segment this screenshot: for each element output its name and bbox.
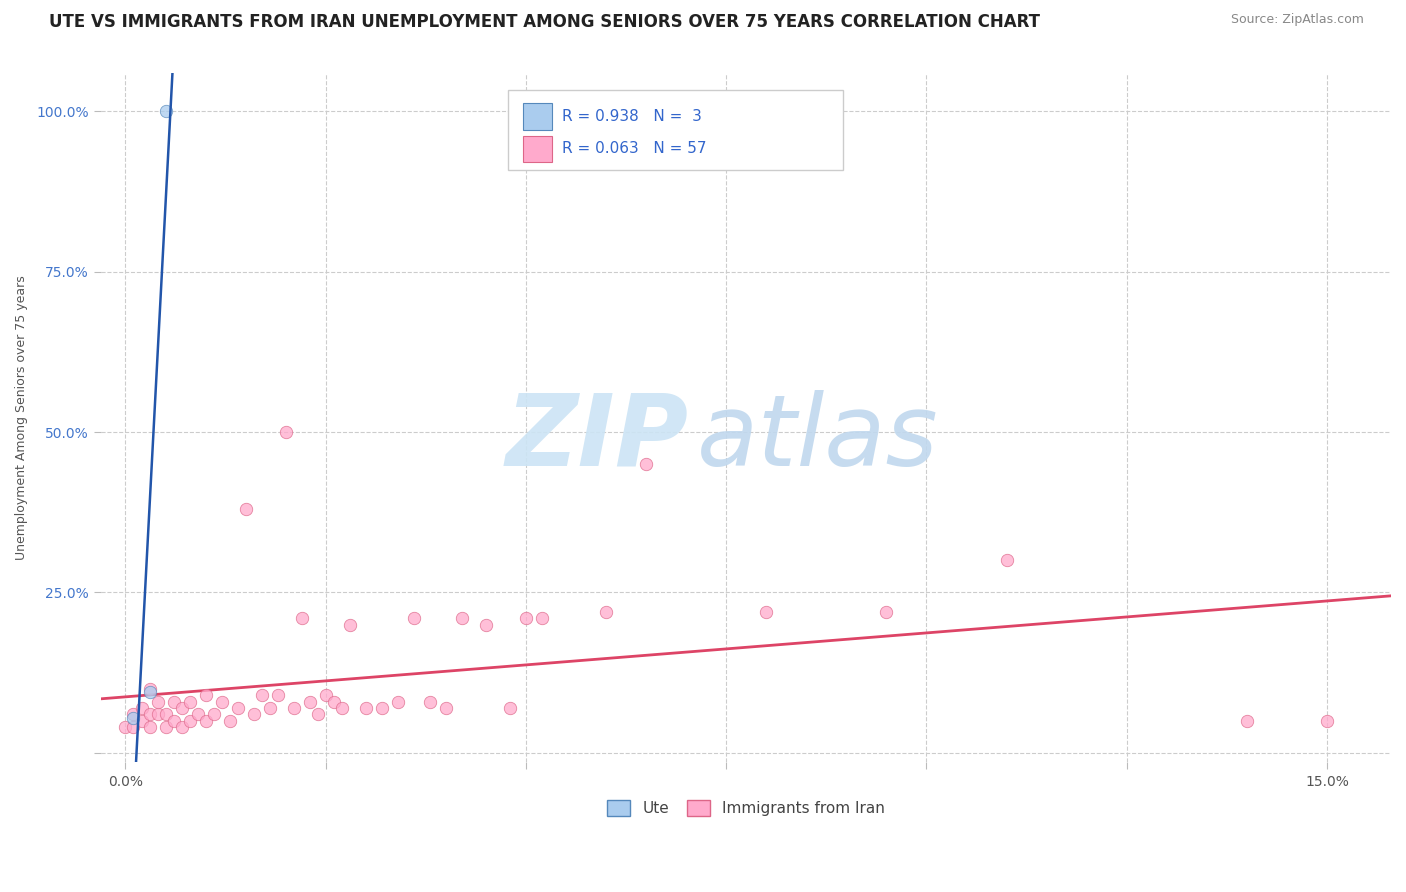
Point [179,694,201,708]
Point [475,617,498,632]
Point [330,701,353,715]
Point [875,605,897,619]
Point [122,720,145,734]
Point [387,694,409,708]
Text: atlas: atlas [697,390,939,487]
Point [259,701,281,715]
Point [451,611,474,625]
Point [146,707,169,722]
Text: Source: ZipAtlas.com: Source: ZipAtlas.com [1230,13,1364,27]
Point [211,694,233,708]
Point [515,611,537,625]
FancyBboxPatch shape [508,90,844,169]
Point [274,425,297,439]
Point [162,714,184,728]
Point [170,701,193,715]
Point [291,611,314,625]
Point [235,502,257,516]
Point [179,714,201,728]
Point [194,714,217,728]
Point [1236,714,1258,728]
Point [226,701,249,715]
Point [1316,714,1339,728]
Text: ZIP: ZIP [505,390,688,487]
Point [298,694,321,708]
Point [242,707,264,722]
Text: R = 0.938   N =  3: R = 0.938 N = 3 [562,109,702,124]
Point [218,714,240,728]
Point [250,688,273,702]
FancyBboxPatch shape [523,136,551,162]
Point [155,707,177,722]
Point [194,688,217,702]
Point [138,681,160,696]
Point [307,707,329,722]
Point [315,688,337,702]
Point [122,710,145,724]
Point [636,457,658,471]
Point [146,694,169,708]
Point [155,104,177,119]
Point [155,720,177,734]
Point [131,714,153,728]
Point [755,605,778,619]
Legend: Ute, Immigrants from Iran: Ute, Immigrants from Iran [599,792,893,823]
Point [499,701,522,715]
Point [114,720,136,734]
Point [131,701,153,715]
Point [283,701,305,715]
Point [138,720,160,734]
Point [170,720,193,734]
Point [322,694,344,708]
Point [354,701,377,715]
Text: UTE VS IMMIGRANTS FROM IRAN UNEMPLOYMENT AMONG SENIORS OVER 75 YEARS CORRELATION: UTE VS IMMIGRANTS FROM IRAN UNEMPLOYMENT… [49,13,1040,31]
Text: R = 0.063   N = 57: R = 0.063 N = 57 [562,141,706,156]
Point [595,605,617,619]
Point [419,694,441,708]
Point [202,707,225,722]
Point [530,611,553,625]
Point [266,688,288,702]
Point [122,707,145,722]
FancyBboxPatch shape [523,103,551,129]
Point [138,707,160,722]
Point [138,685,160,699]
Y-axis label: Unemployment Among Seniors over 75 years: Unemployment Among Seniors over 75 years [15,276,28,560]
Point [371,701,394,715]
Point [162,694,184,708]
Point [434,701,457,715]
Point [995,553,1018,567]
Point [187,707,209,722]
Point [402,611,425,625]
Point [339,617,361,632]
